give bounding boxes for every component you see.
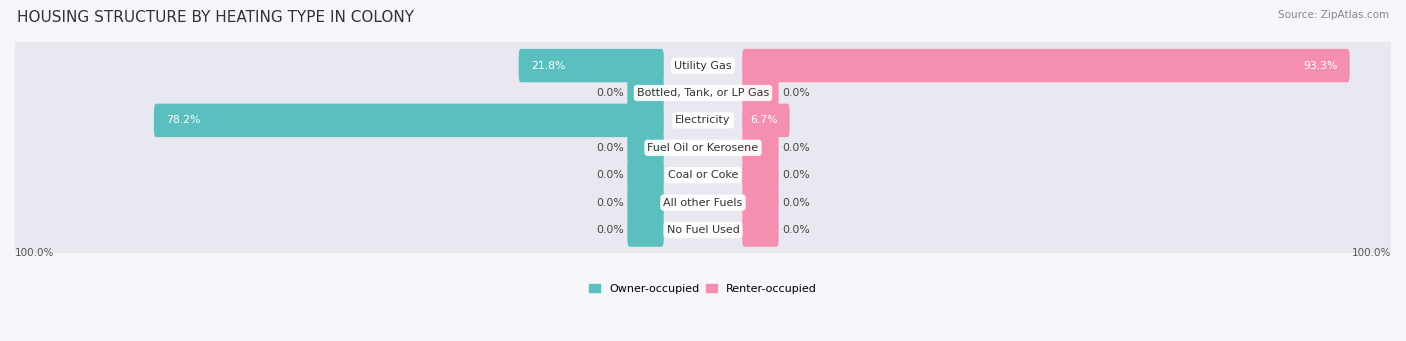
FancyBboxPatch shape [742,131,779,164]
FancyBboxPatch shape [11,148,1395,203]
Text: 0.0%: 0.0% [782,198,810,208]
FancyBboxPatch shape [742,104,790,137]
FancyBboxPatch shape [627,186,664,219]
FancyBboxPatch shape [11,120,1395,175]
Text: 21.8%: 21.8% [531,61,565,71]
Text: 100.0%: 100.0% [1351,248,1391,257]
FancyBboxPatch shape [627,213,664,247]
Text: No Fuel Used: No Fuel Used [666,225,740,235]
FancyBboxPatch shape [11,65,1395,120]
FancyBboxPatch shape [742,186,779,219]
FancyBboxPatch shape [11,203,1395,257]
Text: Bottled, Tank, or LP Gas: Bottled, Tank, or LP Gas [637,88,769,98]
FancyBboxPatch shape [153,104,664,137]
FancyBboxPatch shape [11,175,1395,230]
FancyBboxPatch shape [519,49,664,82]
Text: 0.0%: 0.0% [596,170,624,180]
Text: 0.0%: 0.0% [596,198,624,208]
FancyBboxPatch shape [742,213,779,247]
FancyBboxPatch shape [11,38,1395,93]
Legend: Owner-occupied, Renter-occupied: Owner-occupied, Renter-occupied [589,284,817,294]
Text: Fuel Oil or Kerosene: Fuel Oil or Kerosene [647,143,759,153]
Text: Utility Gas: Utility Gas [675,61,731,71]
Text: 0.0%: 0.0% [782,88,810,98]
Text: 0.0%: 0.0% [596,143,624,153]
FancyBboxPatch shape [627,76,664,110]
Text: 0.0%: 0.0% [596,225,624,235]
Text: 0.0%: 0.0% [782,170,810,180]
Text: 6.7%: 6.7% [749,115,778,125]
Text: 0.0%: 0.0% [596,88,624,98]
Text: 100.0%: 100.0% [15,248,55,257]
FancyBboxPatch shape [742,49,1350,82]
FancyBboxPatch shape [742,76,779,110]
Text: All other Fuels: All other Fuels [664,198,742,208]
FancyBboxPatch shape [742,159,779,192]
Text: 78.2%: 78.2% [166,115,201,125]
Text: Source: ZipAtlas.com: Source: ZipAtlas.com [1278,10,1389,20]
Text: Electricity: Electricity [675,115,731,125]
Text: Coal or Coke: Coal or Coke [668,170,738,180]
Text: HOUSING STRUCTURE BY HEATING TYPE IN COLONY: HOUSING STRUCTURE BY HEATING TYPE IN COL… [17,10,413,25]
Text: 0.0%: 0.0% [782,225,810,235]
Text: 0.0%: 0.0% [782,143,810,153]
FancyBboxPatch shape [627,131,664,164]
FancyBboxPatch shape [11,93,1395,148]
FancyBboxPatch shape [627,159,664,192]
Text: 93.3%: 93.3% [1303,61,1337,71]
